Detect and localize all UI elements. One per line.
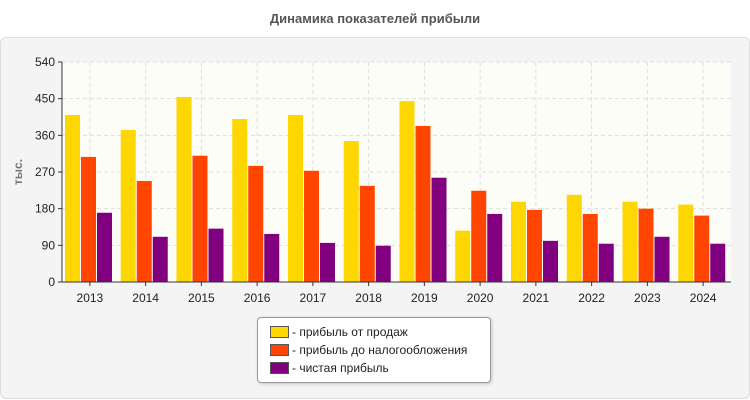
bar [566,194,582,282]
plot-area [62,62,731,282]
x-tick-label: 2018 [355,291,382,305]
legend-item-net: - чистая прибыль [270,361,389,375]
y-tick-label: 540 [35,55,55,69]
bar [152,236,168,282]
y-axis-label: тыс. [11,159,25,185]
bar [192,155,208,282]
bar [455,230,471,282]
bar [208,228,224,282]
bar [582,213,598,282]
bar [622,201,638,282]
bar [264,233,280,282]
bar [81,156,96,282]
bar [136,180,152,282]
y-tick-label: 0 [48,275,55,289]
bar [120,130,136,282]
bar [694,215,710,282]
legend-item-pretax: - прибыль до налогообложения [270,343,467,357]
x-tick-label: 2014 [132,291,159,305]
x-tick-label: 2017 [300,291,327,305]
x-tick-label: 2022 [578,291,605,305]
bar [304,170,319,282]
bar [638,208,654,282]
bar [710,243,726,282]
chart-title: Динамика показателей прибыли [269,11,481,26]
bar [320,242,335,282]
y-tick-label: 180 [35,202,55,216]
legend-item-sales: - прибыль от продаж [270,325,408,339]
bar [487,213,503,282]
legend-label: - прибыль от продаж [292,325,408,339]
x-tick-label: 2021 [523,291,550,305]
bar [511,201,526,282]
bar [527,209,542,282]
y-tick-label: 270 [35,165,55,179]
x-tick-label: 2020 [467,291,494,305]
x-tick-label: 2024 [690,291,717,305]
bar [678,204,694,282]
bar [343,141,359,282]
bar [65,114,80,283]
x-tick-label: 2023 [634,291,661,305]
bar [375,245,391,282]
bar [471,190,487,282]
x-tick-label: 2019 [411,291,438,305]
bar [97,212,112,282]
legend-swatch [270,344,289,356]
legend: - прибыль от продаж - прибыль до налогоо… [257,317,491,383]
bar [399,101,415,282]
legend-swatch [270,362,289,374]
legend-label: - чистая прибыль [292,361,389,375]
y-tick-label: 450 [35,92,55,106]
legend-label: - прибыль до налогообложения [292,343,468,357]
legend-swatch [270,326,289,338]
x-tick-label: 2015 [188,291,215,305]
bar [543,240,558,282]
bar [176,97,192,282]
bar [654,236,670,282]
x-tick-label: 2013 [77,291,104,305]
bar [359,185,375,282]
bar [248,165,264,282]
bar [232,119,248,282]
x-tick-label: 2016 [244,291,271,305]
bar [431,177,447,282]
bar [598,243,614,282]
bar [288,114,303,283]
y-tick-label: 90 [42,238,56,252]
bar [415,125,431,283]
y-tick-label: 360 [35,128,55,142]
